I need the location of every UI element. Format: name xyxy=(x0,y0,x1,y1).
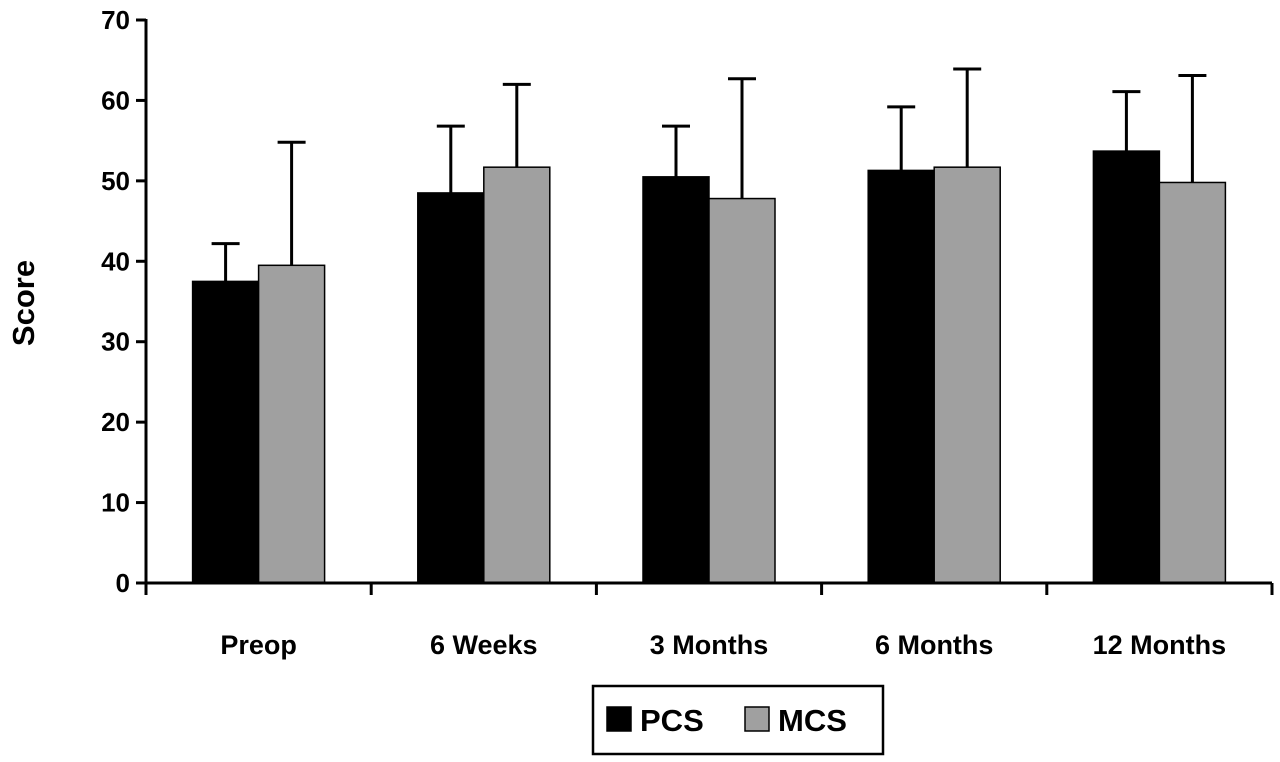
bar-pcs xyxy=(417,192,485,584)
legend-swatch-pcs xyxy=(606,706,632,732)
y-tick-label: 30 xyxy=(101,327,130,357)
plot-area xyxy=(191,67,1227,584)
legend-label-mcs: MCS xyxy=(778,703,847,738)
y-tick-label: 50 xyxy=(101,166,130,196)
legend-box xyxy=(591,684,885,756)
bar-pcs xyxy=(191,280,260,584)
bar-pcs xyxy=(867,169,935,584)
bar-mcs xyxy=(708,197,776,584)
y-tick-label: 0 xyxy=(116,568,130,598)
x-axis: Preop 6 Weeks 3 Months 6 Months 12 Months xyxy=(144,581,1274,660)
x-tick-label: Preop xyxy=(220,630,297,660)
x-tick-label: 6 Months xyxy=(875,630,994,660)
y-axis: 0 10 20 30 40 50 60 70 xyxy=(101,5,148,598)
y-axis-title: Score xyxy=(6,260,41,346)
x-tick-label: 6 Weeks xyxy=(430,630,538,660)
bar-pcs xyxy=(642,176,710,584)
x-tick-label: 12 Months xyxy=(1093,630,1227,660)
legend: PCS MCS xyxy=(591,684,885,756)
y-tick-label: 10 xyxy=(101,488,130,518)
bar-pcs xyxy=(1092,150,1161,584)
bar-mcs xyxy=(257,264,326,584)
y-tick-label: 20 xyxy=(101,407,130,437)
bar-mcs xyxy=(1158,181,1227,584)
legend-label-pcs: PCS xyxy=(640,703,704,738)
bar-mcs xyxy=(483,166,551,584)
y-tick-label: 60 xyxy=(101,85,130,115)
legend-swatch-mcs xyxy=(744,706,770,732)
x-tick-label: 3 Months xyxy=(650,630,769,660)
bar-mcs xyxy=(933,166,1001,584)
y-tick-label: 70 xyxy=(101,5,130,35)
y-tick-label: 40 xyxy=(101,246,130,276)
